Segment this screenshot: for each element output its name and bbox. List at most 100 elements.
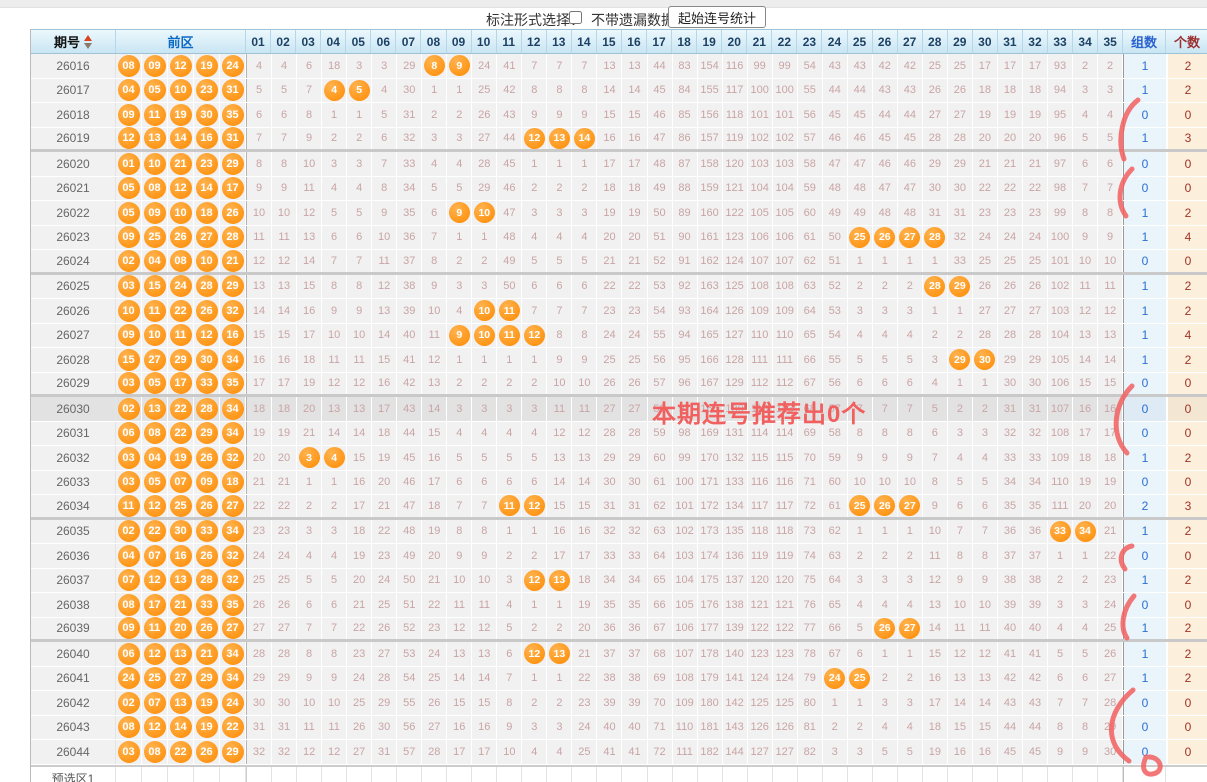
period-cell: 26039 [31,617,116,639]
miss-count-cell: 96 [1048,127,1074,149]
miss-count-cell: 22 [572,666,598,690]
miss-count-cell: 162 [697,250,723,272]
miss-count-cell: 27 [272,617,298,639]
miss-count-cell: 46 [822,127,848,149]
miss-count-cell: 2 [322,127,348,149]
group-count-cell: 0 [1123,740,1166,764]
group-count-cell: 0 [1123,103,1166,127]
miss-count-cell: 30 [922,176,948,200]
miss-count-cell: 111 [672,740,698,764]
front-ball: 17 [143,593,166,616]
miss-count-cell: 15 [447,691,473,715]
front-ball: 09 [143,54,166,77]
miss-count-cell: 19 [597,201,623,225]
miss-count-cell: 14 [622,78,648,102]
hit-ball-cell: 14 [572,127,598,149]
miss-count-cell: 13 [272,274,298,298]
miss-count-cell: 17 [422,470,448,494]
miss-count-cell: 4 [497,421,523,445]
miss-count-cell: 3 [872,691,898,715]
miss-count-cell: 5 [847,617,873,639]
miss-count-cell: 116 [772,470,798,494]
miss-count-cell: 6 [422,201,448,225]
miss-count-cell: 40 [622,715,648,739]
front-ball: 29 [221,275,244,298]
miss-count-cell: 4 [972,446,998,470]
miss-count-cell: 14 [247,299,273,323]
miss-count-cell: 34 [397,176,423,200]
miss-count-cell: 18 [372,421,398,445]
number-count-cell: 0 [1166,152,1207,176]
miss-count-cell: 9 [947,568,973,592]
front-ball: 03 [117,372,140,395]
miss-count-cell: 57 [822,397,848,421]
preselect-cell [422,766,448,782]
table-row-26034: 26034 11 12 25 26 27 22 22 2 2 17 21 47 18 7 7 11 12 15 15 3… [31,494,1207,520]
front-ball: 07 [117,569,140,592]
miss-count-cell: 17 [972,54,998,78]
miss-count-cell: 6 [522,470,548,494]
front-zone-balls: 04 07 16 26 32 [116,544,246,568]
miss-count-cell: 113 [772,397,798,421]
front-ball: 04 [143,249,166,272]
front-ball: 02 [117,249,140,272]
start-consecutive-stats-button[interactable]: 起始连号统计 [668,6,767,28]
miss-count-cell: 17 [1098,421,1124,445]
front-ball: 17 [169,372,192,395]
miss-count-cell: 27 [922,103,948,127]
miss-count-cell: 4 [447,421,473,445]
miss-count-cell: 29 [597,446,623,470]
omit-data-checkbox-label[interactable]: 不带遗漏数据 [591,12,675,28]
front-ball-cell: 11 [168,323,194,347]
period-header[interactable]: 期号 [31,30,116,53]
front-ball-cell: 31 [220,127,246,150]
front-ball-cell: 22 [220,715,246,739]
miss-count-cell: 44 [872,103,898,127]
miss-count-cell: 180 [697,691,723,715]
miss-count-cell: 23 [372,544,398,568]
miss-count-cell: 2 [497,372,523,394]
number-count-cell: 0 [1166,470,1207,494]
miss-count-cell: 2 [547,691,573,715]
miss-count-cell: 11 [972,617,998,639]
preselect-count-cell [1166,766,1207,782]
miss-count-cell: 13 [322,397,348,421]
miss-count-cell: 48 [897,201,923,225]
preselect-cell [923,766,948,782]
hit-ball-cell: 13 [547,127,573,149]
front-ball-cell: 03 [116,470,142,494]
front-ball-cell: 12 [116,127,142,150]
group-count-cell: 0 [1123,715,1166,739]
front-ball-cell: 29 [168,348,194,372]
miss-count-cell: 41 [1022,642,1048,666]
front-ball: 10 [169,79,192,102]
front-ball: 21 [169,593,192,616]
miss-count-cell: 17 [247,372,273,394]
miss-count-cell: 7 [572,299,598,323]
miss-count-cell: 68 [647,642,673,666]
front-ball: 24 [221,54,244,77]
table-row-26017: 26017 04 05 10 23 31 5 5 7 4 5 4 30 1 1 25 42 8 8 8 14 14 45 84… [31,78,1207,103]
front-zone-balls: 02 07 13 19 24 [116,691,246,715]
miss-count-cell: 7 [372,152,398,176]
miss-count-cell: 11 [472,593,498,617]
miss-count-cell: 10 [947,593,973,617]
period-cell: 26020 [31,152,116,176]
miss-count-cell: 2 [947,323,973,347]
group-count-cell: 0 [1123,470,1166,494]
column-header-25: 25 [848,30,873,53]
miss-count-cell: 5 [497,446,523,470]
miss-count-cell: 103 [1048,299,1074,323]
front-ball: 02 [117,691,140,714]
miss-count-cell: 3 [897,299,923,323]
miss-count-cell: 2 [522,544,548,568]
omit-data-checkbox[interactable] [569,11,582,24]
sort-icon[interactable] [84,34,92,49]
miss-count-cell: 2 [447,250,473,272]
miss-count-cell: 14 [272,299,298,323]
front-ball: 10 [143,152,166,175]
miss-count-cell: 25 [997,250,1023,272]
front-ball-cell: 24 [220,691,246,715]
front-ball: 12 [169,177,192,200]
miss-count-cell: 35 [622,593,648,617]
